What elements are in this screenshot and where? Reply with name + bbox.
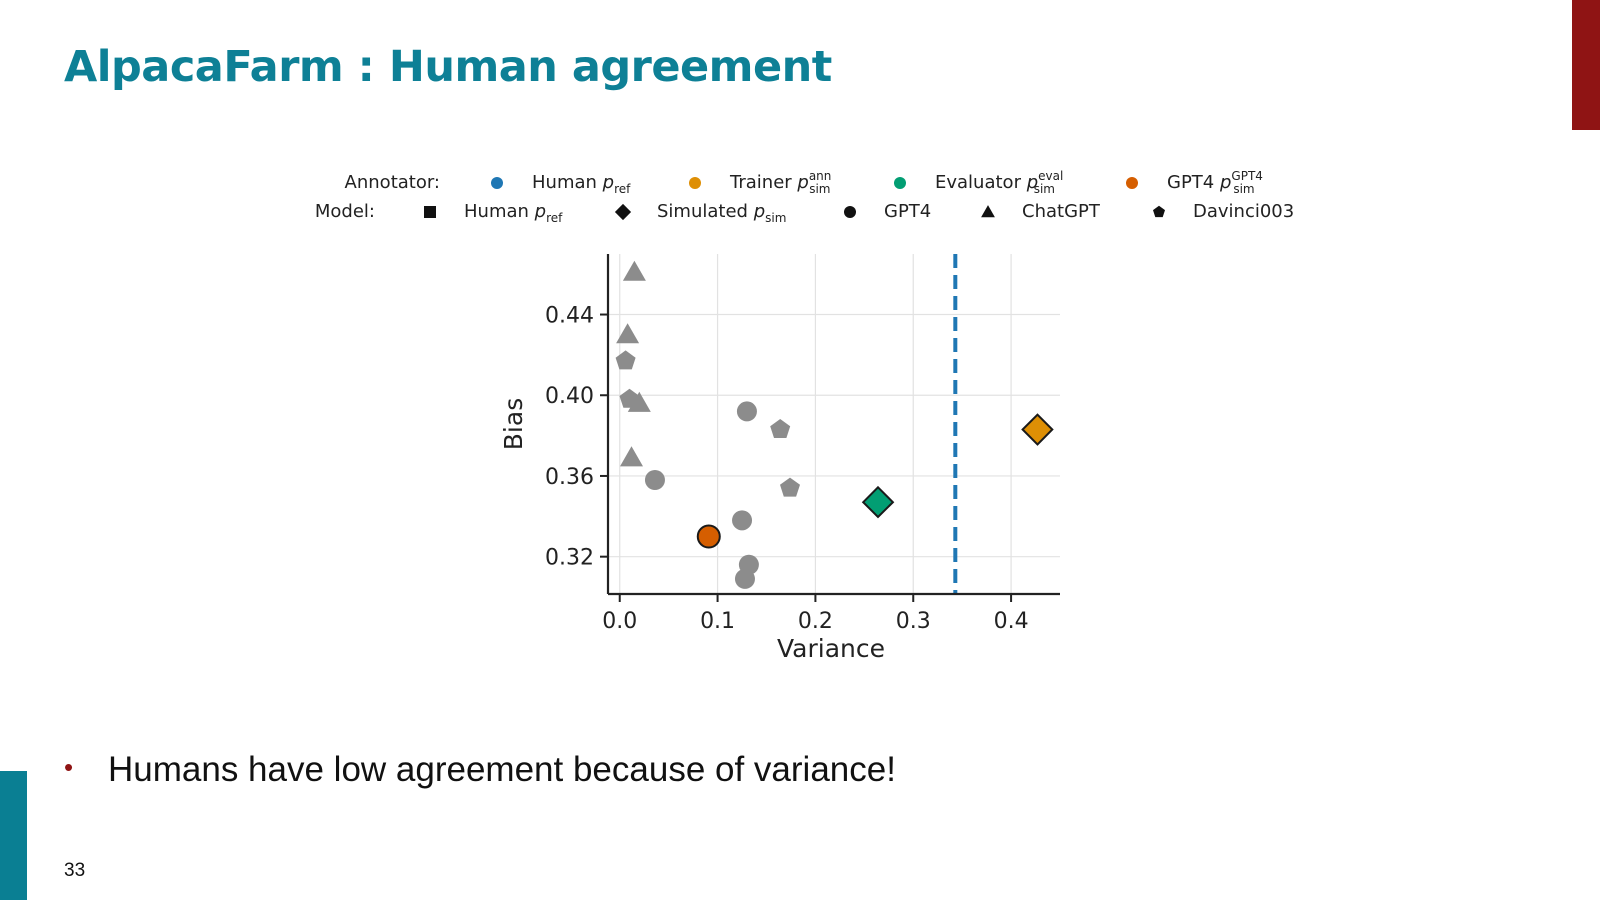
- legend-model-human-subscript: ref: [546, 211, 563, 225]
- legend-model-davinci003: Davinci003: [1193, 201, 1294, 222]
- data-point-5-triangle: [620, 446, 643, 467]
- x-tick-label-2: 0.2: [798, 609, 833, 634]
- data-point-4-triangle: [627, 391, 651, 412]
- page-number: 33: [64, 860, 86, 881]
- legend-annotator-evaluator-symbol: p: [1026, 172, 1038, 193]
- legend-annotator-evaluator: Evaluator peval sim: [935, 169, 1063, 196]
- data-point-6-circle: [644, 469, 665, 490]
- legend-annotator-gpt4-symbol: p: [1219, 172, 1231, 193]
- legend-annotator-human: Human pref: [532, 172, 631, 196]
- legend-model-simulated: Simulated psim: [657, 201, 786, 225]
- legend-model-heading: Model:: [315, 201, 375, 222]
- chart-legend: Annotator:Model:Human pref Trainer pann si…: [315, 169, 1294, 225]
- legend-model-human-symbol: p: [534, 201, 546, 222]
- chart-grid: [608, 254, 1060, 594]
- legend-model-marker-chatgpt: [981, 205, 995, 218]
- bullet-dot: •: [64, 752, 74, 783]
- x-tick-label-0: 0.0: [602, 609, 637, 634]
- legend-model-marker-gpt4: [844, 206, 856, 218]
- legend-annotator-gpt4-text: GPT4: [1167, 172, 1220, 193]
- legend-annotator-evaluator-subscript: sim: [1034, 182, 1055, 196]
- data-point-10-circle: [732, 510, 753, 531]
- data-point-1-triangle: [616, 323, 640, 344]
- bullet-point: • Humans have low agreement because of va…: [64, 750, 896, 790]
- x-tick-label-3: 0.3: [896, 609, 931, 634]
- y-tick-label-2: 0.40: [545, 384, 594, 409]
- x-axis-label: Variance: [777, 634, 885, 663]
- y-axis-label: Bias: [499, 398, 528, 450]
- legend-model-simulated-symbol: p: [753, 201, 765, 222]
- legend-annotator-trainer: Trainer pann sim: [729, 169, 831, 196]
- legend-annotator-swatch-human: [491, 177, 503, 189]
- legend-annotator-trainer-text: Trainer: [729, 172, 797, 193]
- legend-annotator-heading: Annotator:: [345, 172, 440, 193]
- legend-annotator-swatch-trainer: [689, 177, 701, 189]
- y-tick-label-1: 0.36: [545, 465, 594, 490]
- bullet-text: Humans have low agreement because of var…: [108, 750, 896, 789]
- slide-title: AlpacaFarm : Human agreement: [64, 42, 832, 92]
- legend-annotator-evaluator-text: Evaluator: [935, 172, 1027, 193]
- top-right-accent-bar: [1572, 0, 1600, 130]
- data-point-13-circle: [696, 524, 721, 549]
- data-point-8-pentagon: [770, 419, 791, 438]
- legend-annotator-human-symbol: p: [602, 172, 614, 193]
- legend-annotator-swatch-gpt4: [1126, 177, 1138, 189]
- legend-annotator-trainer-superscript: ann: [809, 169, 832, 183]
- y-tick-label-0: 0.32: [545, 546, 594, 571]
- legend-model-marker-simulated: [614, 203, 632, 221]
- legend-annotator-evaluator-superscript: eval: [1038, 169, 1063, 183]
- y-tick-label-3: 0.44: [545, 304, 594, 329]
- data-point-15-diamond: [1021, 413, 1054, 446]
- legend-annotator-human-subscript: ref: [614, 182, 631, 196]
- x-tick-label-4: 0.4: [994, 609, 1029, 634]
- bias-variance-chart: Annotator:Model:Human pref Trainer pann si…: [315, 169, 1294, 663]
- chart-axes: 0.0 0.1 0.2 0.3 0.4 0.32 0.36 0.40 0.44: [545, 254, 1060, 634]
- legend-model-human-text: Human: [464, 201, 535, 222]
- legend-annotator-trainer-subscript: sim: [809, 182, 830, 196]
- legend-annotator-gpt4: GPT4 pGPT4 sim: [1167, 169, 1263, 196]
- data-point-9-pentagon: [780, 477, 800, 497]
- legend-model-simulated-text: Simulated: [657, 201, 754, 222]
- legend-annotator-human-text: Human: [532, 172, 603, 193]
- legend-model-chatgpt-text: ChatGPT: [1022, 201, 1101, 222]
- data-point-12-circle: [734, 568, 755, 589]
- legend-model-chatgpt: ChatGPT: [1022, 201, 1101, 222]
- data-point-14-diamond: [861, 485, 895, 519]
- legend-annotator-swatch-evaluator: [894, 177, 906, 189]
- legend-annotator-gpt4-subscript: sim: [1233, 182, 1254, 196]
- legend-model-gpt4-text: GPT4: [884, 201, 931, 222]
- legend-model-gpt4: GPT4: [884, 201, 931, 222]
- legend-model-human: Human pref: [464, 201, 563, 225]
- data-point-2-pentagon: [615, 350, 636, 370]
- x-tick-label-1: 0.1: [700, 609, 735, 634]
- legend-model-marker-human: [424, 206, 436, 218]
- legend-model-davinci003-text: Davinci003: [1193, 201, 1294, 222]
- legend-model-simulated-subscript: sim: [765, 211, 786, 225]
- chart-points: [615, 260, 1054, 589]
- data-point-7-circle: [736, 401, 757, 422]
- data-point-0-triangle: [622, 260, 646, 281]
- legend-annotator-trainer-symbol: p: [796, 172, 808, 193]
- bottom-left-accent-bar: [0, 771, 27, 900]
- legend-annotator-gpt4-superscript: GPT4: [1231, 169, 1263, 183]
- legend-model-marker-davinci003: [1153, 205, 1165, 218]
